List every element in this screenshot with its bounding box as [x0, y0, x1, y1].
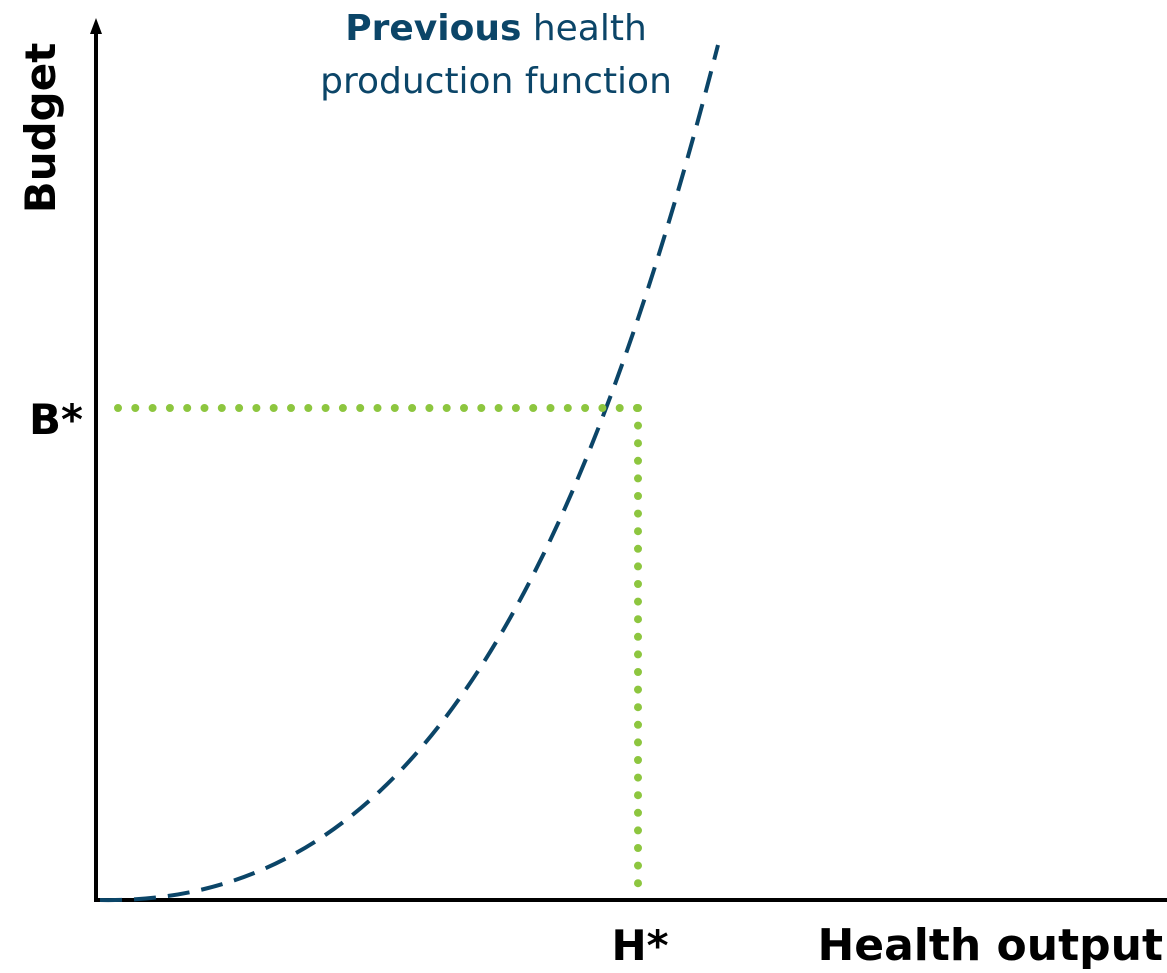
- production-curve: [99, 44, 720, 903]
- b-star-label: B*: [29, 395, 83, 444]
- curve-label-line2: production function: [320, 61, 672, 102]
- h-star-label: H*: [611, 921, 668, 970]
- curve-label: Previous health: [345, 8, 647, 49]
- x-axis-label: Health output: [817, 920, 1163, 971]
- curve-label-bold: Previous: [345, 8, 521, 49]
- y-axis-arrow: [90, 18, 102, 34]
- y-axis-label: Budget: [16, 43, 65, 214]
- curve-label-rest: health: [521, 8, 646, 49]
